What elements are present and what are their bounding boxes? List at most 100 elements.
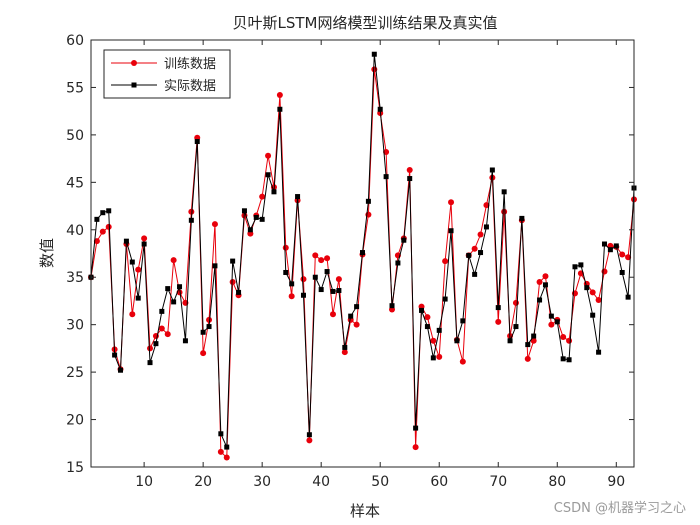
data-point	[595, 296, 602, 303]
data-point	[206, 324, 212, 330]
x-tick-label: 50	[371, 474, 389, 490]
data-point	[566, 337, 573, 344]
data-point	[188, 208, 195, 215]
data-point	[413, 425, 419, 431]
x-tick-label: 70	[489, 474, 507, 490]
data-point	[389, 303, 395, 309]
data-point	[360, 250, 365, 256]
data-point	[512, 299, 519, 306]
data-point	[572, 264, 578, 270]
data-point	[601, 241, 607, 247]
data-point	[371, 51, 377, 57]
data-point	[619, 251, 626, 258]
data-point	[448, 199, 455, 206]
data-point	[566, 357, 572, 363]
data-point	[401, 237, 407, 243]
data-point	[542, 273, 549, 280]
data-point	[118, 367, 124, 373]
data-point	[265, 172, 271, 178]
data-point	[241, 208, 247, 214]
y-tick-label: 50	[66, 128, 84, 144]
data-point	[94, 216, 100, 222]
data-point	[324, 255, 331, 262]
data-point	[171, 299, 177, 305]
y-axis: 15 20 25 30 35 40 45 50 55 60	[66, 33, 634, 476]
data-point	[430, 337, 437, 344]
data-point	[147, 360, 153, 366]
data-point	[501, 189, 507, 195]
data-point	[229, 278, 236, 285]
data-point	[224, 444, 230, 450]
data-point	[489, 167, 495, 173]
data-point	[288, 293, 295, 300]
x-tick-label: 40	[312, 474, 330, 490]
y-tick-label: 60	[66, 33, 84, 49]
data-point	[613, 243, 619, 249]
data-point	[459, 358, 466, 365]
data-point	[99, 228, 106, 235]
data-point	[495, 305, 501, 311]
data-point	[448, 228, 454, 234]
data-point	[276, 92, 283, 99]
data-point	[495, 318, 502, 325]
data-point	[158, 325, 165, 332]
data-point	[460, 318, 466, 324]
data-point	[377, 106, 383, 112]
chart-title: 贝叶斯LSTM网络模型训练结果及真实值	[233, 14, 498, 32]
data-point	[341, 349, 348, 356]
data-point	[589, 289, 596, 296]
data-point	[406, 166, 413, 173]
y-tick-label: 55	[66, 80, 84, 96]
data-point	[211, 221, 218, 228]
data-point	[277, 106, 283, 112]
data-point	[300, 276, 307, 283]
legend-label-training: 训练数据	[164, 57, 216, 72]
data-point	[164, 331, 171, 338]
x-tick-label: 80	[548, 474, 566, 490]
legend-label-actual: 实际数据	[164, 79, 216, 94]
data-point	[483, 224, 489, 230]
legend-marker-actual	[131, 82, 137, 88]
data-point	[548, 313, 554, 319]
data-point	[123, 238, 129, 244]
data-point	[206, 316, 213, 323]
data-point	[335, 276, 342, 283]
data-point	[442, 258, 449, 265]
data-point	[170, 257, 177, 264]
data-point	[300, 292, 306, 298]
data-point	[472, 271, 478, 277]
data-point	[483, 202, 490, 209]
y-tick-label: 40	[66, 223, 84, 239]
legend: 训练数据 实际数据	[103, 49, 231, 99]
plot-frame	[90, 39, 635, 468]
data-point	[560, 334, 567, 341]
data-point	[188, 217, 194, 223]
data-point	[424, 324, 430, 330]
data-point	[625, 254, 632, 261]
data-point	[507, 338, 513, 344]
y-tick-label: 25	[66, 365, 84, 381]
data-point	[442, 296, 448, 302]
data-point	[318, 287, 324, 293]
legend-box	[103, 49, 231, 99]
data-point	[147, 345, 154, 352]
data-point	[383, 148, 390, 155]
data-point	[194, 139, 200, 145]
data-point	[548, 321, 555, 328]
data-point	[165, 286, 171, 292]
data-point	[542, 282, 548, 288]
data-point	[182, 338, 188, 344]
data-point	[353, 321, 360, 328]
data-point	[478, 250, 484, 256]
data-point	[253, 214, 259, 220]
data-point	[159, 308, 165, 314]
data-point	[619, 269, 625, 275]
data-point	[93, 238, 100, 245]
data-point	[412, 444, 419, 451]
x-axis-label: 样本	[350, 502, 380, 520]
data-point	[100, 210, 106, 216]
data-point	[436, 353, 443, 360]
data-point	[129, 311, 136, 318]
data-point	[135, 266, 142, 273]
data-point	[501, 208, 508, 215]
